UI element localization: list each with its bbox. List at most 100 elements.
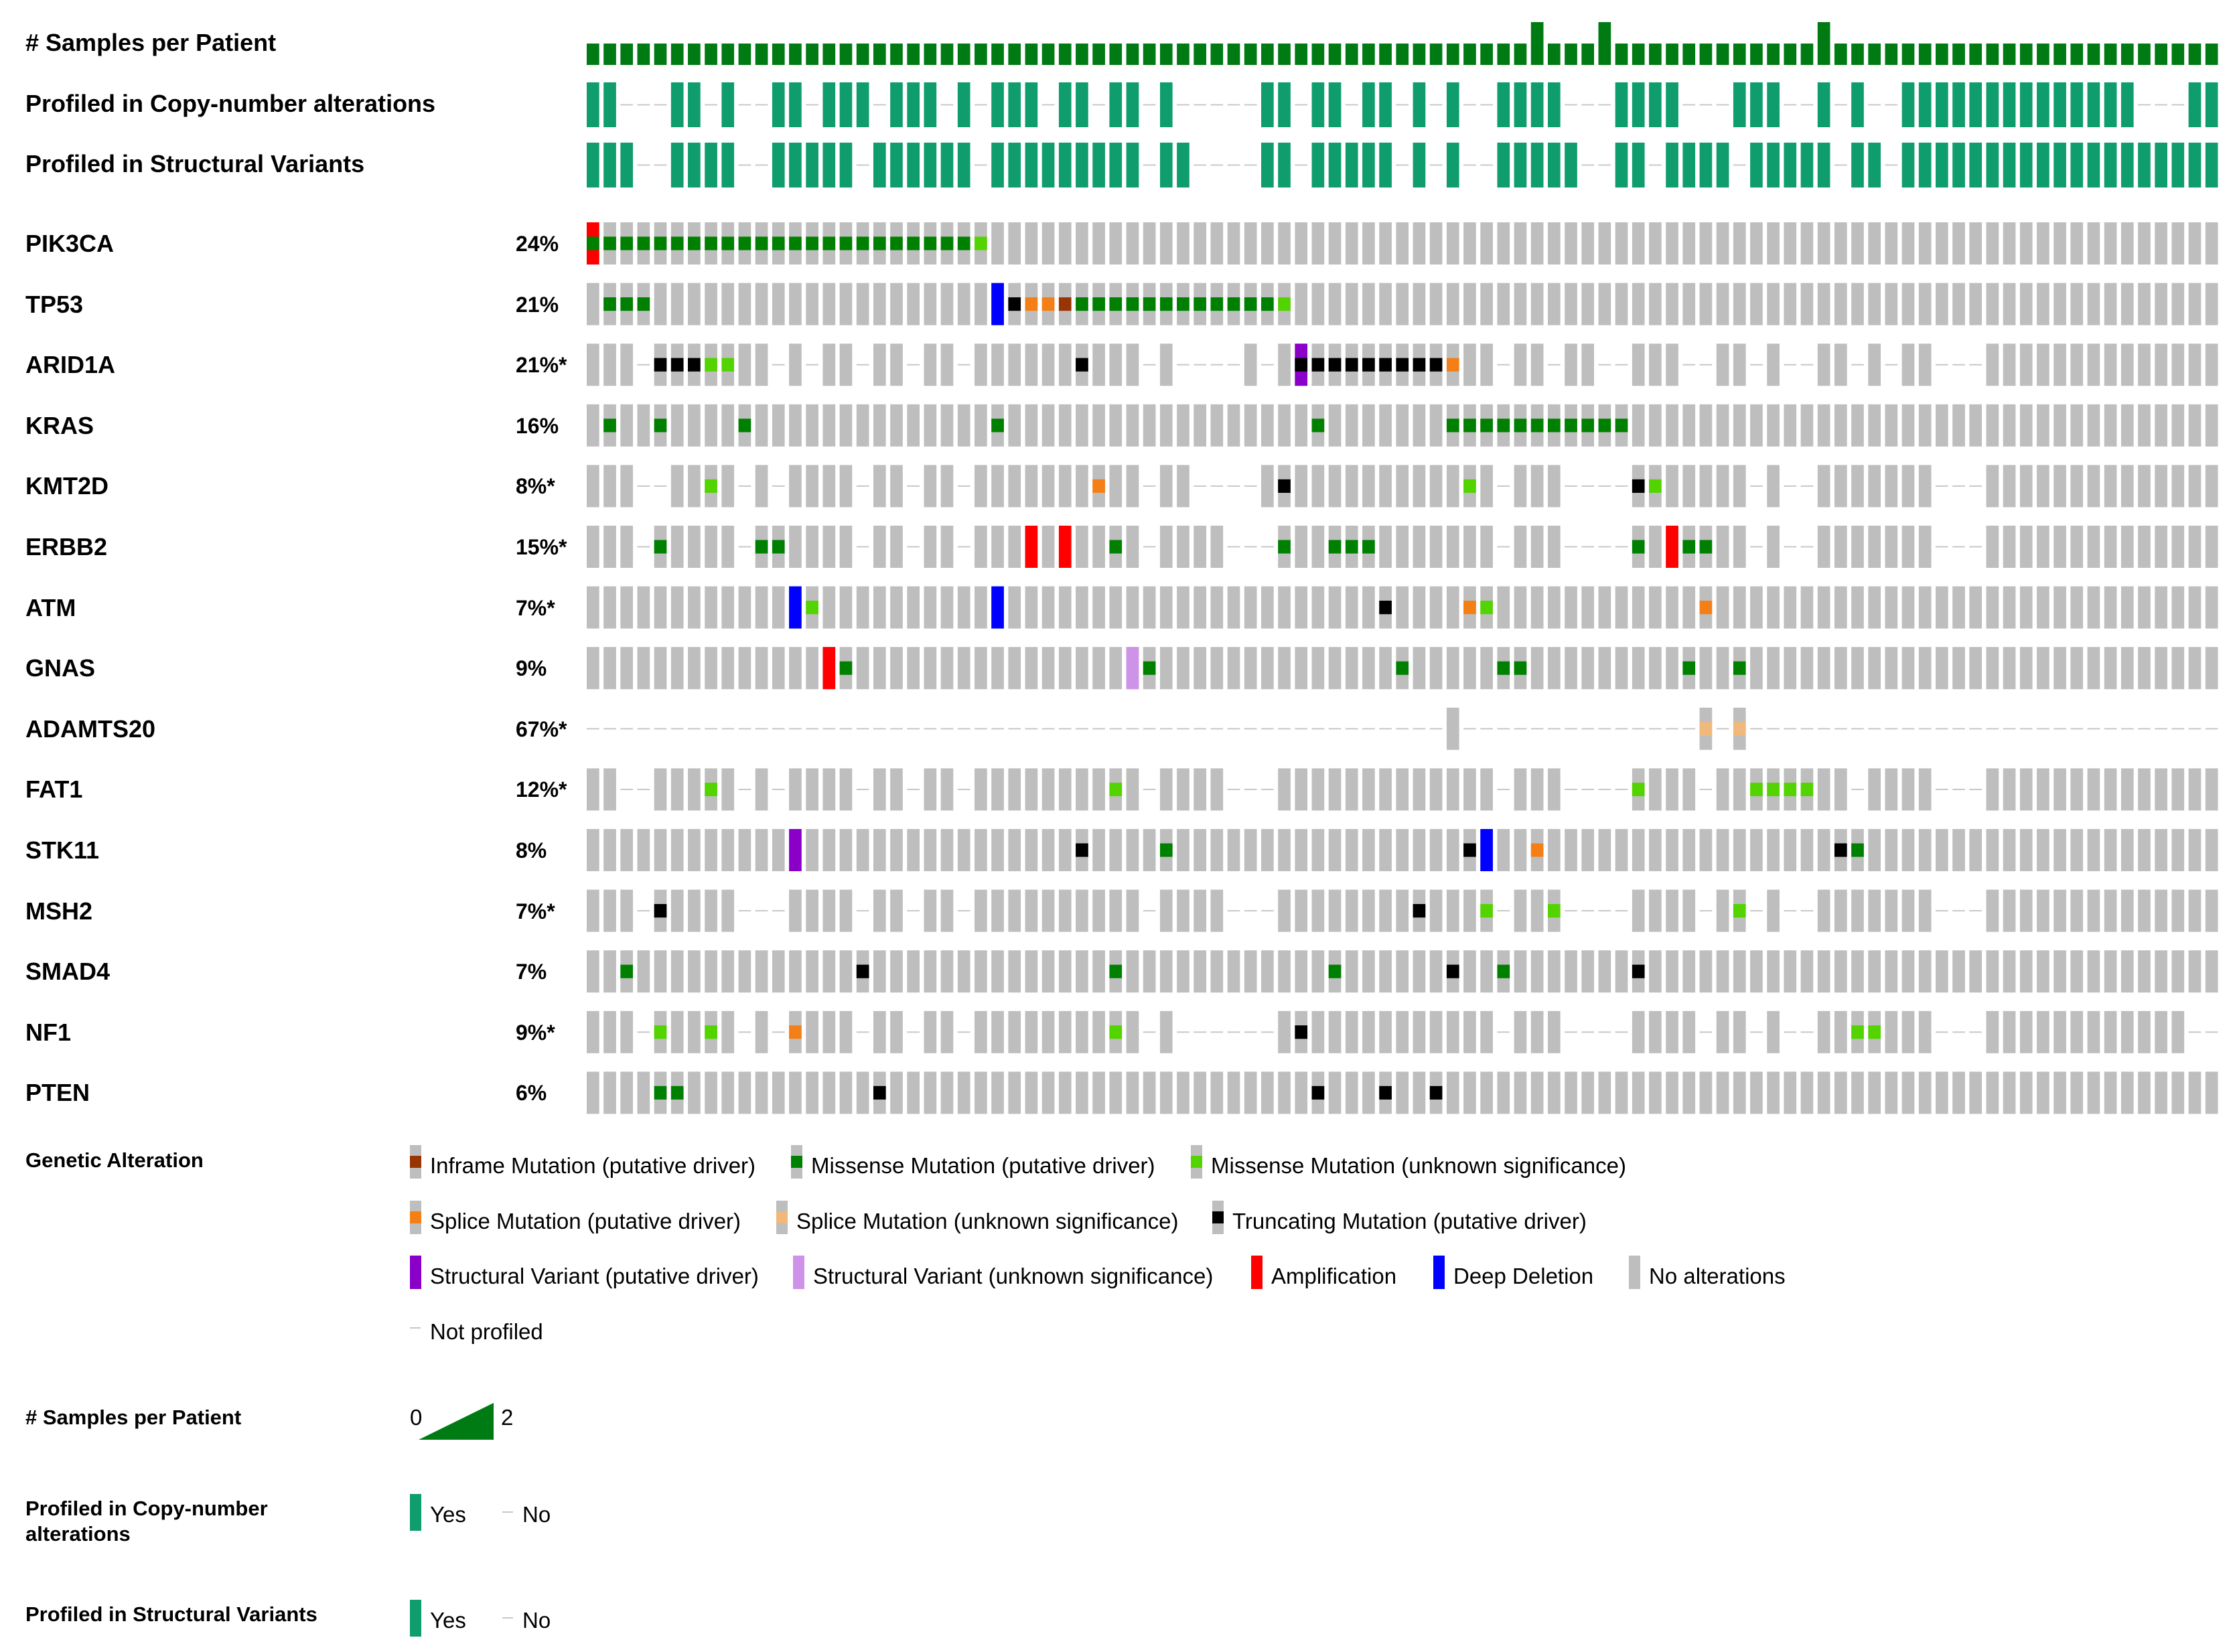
cell-not-profiled: [856, 910, 869, 912]
cell-kras: [789, 404, 802, 447]
cell-fat1: [1379, 768, 1392, 811]
gene-pct-smad4: 7%: [516, 960, 547, 984]
cell-tp53: [1328, 283, 1342, 325]
cell-msh2: [2104, 889, 2117, 932]
sv-not-profiled: [1733, 164, 1746, 166]
cell-arid1a: [2171, 344, 2185, 386]
cell-kras: [806, 404, 818, 447]
alteration-mis_d: [822, 236, 836, 250]
alteration-mis_d: [1159, 297, 1173, 311]
cell-kmt2d: [2155, 465, 2167, 508]
cell-arid1a: [1986, 344, 1999, 386]
cell-kmt2d: [1817, 465, 1830, 508]
cell-stk11: [2037, 829, 2049, 871]
cell-stk11: [907, 829, 920, 871]
cell-pten: [1497, 1071, 1510, 1114]
cell-erbb2: [1429, 526, 1443, 568]
cell-pten: [1109, 1071, 1123, 1114]
cell-tp53: [890, 283, 903, 325]
cell-atm: [1328, 586, 1342, 629]
sv-profiled-cell: [1716, 143, 1729, 187]
cell-pten: [620, 1071, 634, 1114]
cell-arid1a: [755, 344, 768, 386]
cell-adamts20: [1446, 707, 1459, 750]
cell-tp53: [1868, 283, 1881, 325]
cell-not-profiled: [688, 728, 701, 730]
samples-bar: [1446, 44, 1459, 65]
cell-erbb2: [2019, 526, 2033, 568]
cna-profiled-cell: [1817, 82, 1830, 127]
cell-msh2: [1446, 889, 1459, 932]
cna-not-profiled: [2138, 104, 2151, 106]
cell-smad4: [839, 950, 853, 993]
cell-msh2: [1834, 889, 1847, 932]
cell-gnas: [1565, 647, 1577, 690]
sv-profiled-cell: [1632, 143, 1645, 187]
cell-pten: [1463, 1071, 1476, 1114]
cell-fat1: [822, 768, 836, 811]
cell-atm: [2087, 586, 2100, 629]
samples-bar: [890, 44, 903, 65]
cell-not-profiled: [1092, 728, 1105, 730]
samples-bar: [772, 44, 785, 65]
cell-msh2: [890, 889, 903, 932]
cna-not-profiled: [1194, 104, 1206, 106]
cna-profiled-cell: [1851, 82, 1864, 127]
cell-stk11: [1025, 829, 1038, 871]
legend-cna-no: No: [502, 1494, 569, 1531]
cell-msh2: [620, 889, 634, 932]
cell-kras: [1767, 404, 1780, 447]
samples-bar: [907, 44, 920, 65]
cell-not-profiled: [2138, 728, 2151, 730]
cna-profiled-cell: [1649, 82, 1662, 127]
cell-not-profiled: [1547, 728, 1561, 730]
cell-fat1: [1177, 768, 1189, 811]
cell-gnas: [1767, 647, 1780, 690]
cell-not-profiled: [738, 728, 751, 730]
cell-fat1: [1092, 768, 1105, 811]
cell-pten: [1615, 1071, 1628, 1114]
cell-gnas: [1076, 647, 1088, 690]
cell-gnas: [2003, 647, 2016, 690]
cell-tp53: [2003, 283, 2016, 325]
cell-not-profiled: [1143, 1031, 1156, 1033]
cell-not-profiled: [1244, 910, 1257, 912]
cell-not-profiled: [1581, 728, 1595, 730]
cell-atm: [856, 586, 869, 629]
cell-erbb2: [1986, 526, 1999, 568]
cell-kras: [2019, 404, 2033, 447]
cell-kras: [2138, 404, 2151, 447]
cell-pten: [1194, 1071, 1206, 1114]
cna-profiled-cell: [2003, 82, 2016, 127]
cell-not-profiled: [1918, 728, 1932, 730]
cell-kmt2d: [1177, 465, 1189, 508]
cell-erbb2: [1480, 526, 1493, 568]
cell-gnas: [940, 647, 954, 690]
samples-bar: [738, 44, 751, 65]
cell-kras: [890, 404, 903, 447]
cna-not-profiled: [806, 104, 818, 106]
cell-msh2: [940, 889, 954, 932]
cell-not-profiled: [1699, 788, 1713, 790]
cell-gnas: [1261, 647, 1274, 690]
gene-label-pten: PTEN: [25, 1079, 90, 1107]
cell-not-profiled: [957, 728, 970, 730]
cell-stk11: [1918, 829, 1932, 871]
sv-profiled-cell: [1278, 143, 1291, 187]
cell-arid1a: [1649, 344, 1662, 386]
samples-bar: [1480, 44, 1493, 65]
cell-pten: [2053, 1071, 2066, 1114]
cell-kmt2d: [1901, 465, 1915, 508]
cell-fat1: [1547, 768, 1561, 811]
cell-atm: [2104, 586, 2117, 629]
gene-label-msh2: MSH2: [25, 897, 93, 925]
cell-atm: [1817, 586, 1830, 629]
cell-nf1: [2037, 1010, 2049, 1053]
samples-bar: [1682, 44, 1696, 65]
cell-not-profiled: [1362, 728, 1375, 730]
cell-pten: [2188, 1071, 2202, 1114]
cell-stk11: [1986, 829, 1999, 871]
cell-stk11: [654, 829, 667, 871]
cell-tp53: [2120, 283, 2134, 325]
alteration-mis_d: [1581, 419, 1595, 433]
